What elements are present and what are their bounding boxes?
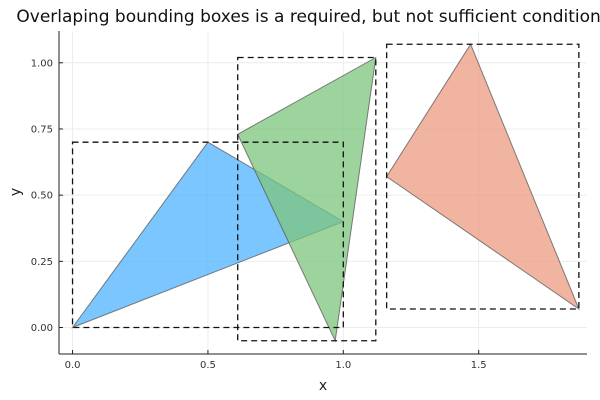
bounding-boxes (71, 43, 580, 342)
bounding-box-3 (385, 43, 580, 310)
axes (58, 31, 587, 355)
ticks: 0.0 0.5 1.0 1.5 0.00 0.25 0.50 0.75 1.00 (31, 58, 487, 371)
bounding-box-1 (71, 141, 344, 329)
triangle-3 (385, 43, 580, 311)
x-tick-label: 0.0 (65, 360, 81, 371)
chart-title: Overlaping bounding boxes is a required,… (16, 7, 600, 27)
y-tick-label: 0.25 (31, 257, 53, 268)
bounding-box-2 (237, 56, 377, 342)
y-tick-label: 0.75 (31, 124, 53, 135)
x-axis-label: x (319, 378, 327, 394)
x-tick-label: 0.5 (200, 360, 216, 371)
x-tick-label: 1.0 (335, 360, 351, 371)
triangles (71, 43, 580, 343)
x-tick-label: 1.5 (471, 360, 487, 371)
triangle-2 (237, 56, 377, 343)
y-tick-label: 0.00 (31, 323, 53, 334)
y-tick-label: 0.50 (31, 191, 53, 202)
y-axis-label: y (8, 188, 24, 196)
y-tick-label: 1.00 (31, 58, 53, 69)
